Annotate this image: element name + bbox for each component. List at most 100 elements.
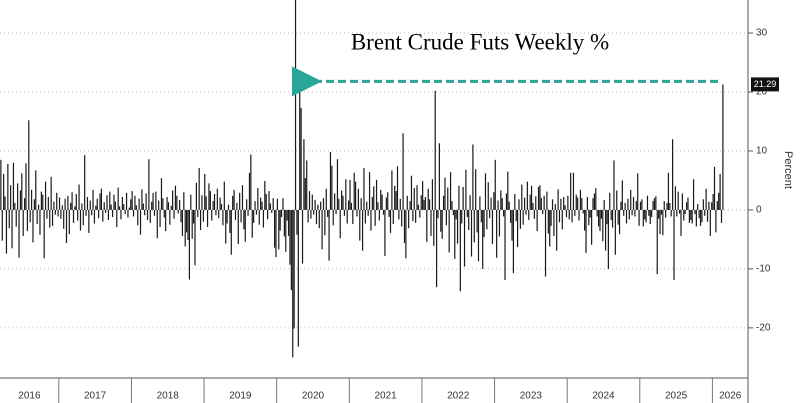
bar: [565, 209, 568, 218]
bar: [116, 209, 118, 228]
bar: [463, 209, 466, 267]
bar: [159, 209, 161, 228]
bar: [530, 185, 533, 210]
bar: [92, 189, 94, 210]
bar: [191, 209, 193, 239]
x-tick-label: 2017: [84, 391, 107, 402]
bar: [364, 209, 366, 224]
bar: [624, 202, 626, 210]
bar: [121, 196, 123, 210]
bar: [398, 209, 400, 220]
bar: [192, 209, 195, 224]
bar: [195, 182, 197, 210]
bar: [634, 209, 636, 217]
bar: [89, 200, 91, 210]
bar: [209, 191, 211, 210]
bar: [342, 195, 344, 210]
bar: [658, 209, 660, 219]
bar: [118, 206, 121, 210]
bar: [610, 209, 612, 220]
bar: [563, 196, 565, 210]
bar: [651, 209, 653, 218]
bar: [500, 190, 502, 210]
bar: [170, 205, 172, 210]
bar: [267, 209, 269, 220]
bar: [609, 192, 611, 210]
bar: [280, 209, 283, 218]
bar: [156, 209, 158, 239]
bar: [402, 133, 404, 210]
bar: [152, 192, 154, 210]
bar: [103, 202, 105, 210]
bar: [477, 209, 480, 262]
bar: [28, 120, 30, 210]
bar: [165, 209, 167, 232]
bar: [672, 139, 674, 210]
bar: [484, 173, 487, 210]
bar: [366, 201, 368, 210]
bar: [304, 178, 306, 210]
bar: [145, 193, 147, 210]
bar: [134, 195, 136, 210]
bar: [8, 209, 10, 229]
bar: [440, 209, 442, 232]
bar: [339, 209, 341, 239]
bar: [229, 209, 231, 233]
bar: [78, 184, 80, 210]
bar: [276, 198, 278, 210]
bar: [117, 187, 119, 210]
bar: [688, 209, 690, 223]
bar: [408, 209, 410, 229]
bar: [415, 209, 417, 223]
bar: [162, 198, 164, 210]
bar: [75, 194, 77, 210]
bar: [462, 186, 464, 210]
bar: [469, 195, 471, 210]
x-tick-label: 2025: [665, 391, 688, 402]
bar: [630, 189, 632, 210]
bar: [516, 209, 519, 248]
bar: [35, 170, 37, 210]
bar: [158, 200, 160, 210]
bar: [455, 209, 457, 220]
bar: [148, 159, 150, 210]
bar: [107, 209, 110, 220]
bar: [144, 209, 146, 216]
bar: [641, 199, 643, 210]
bar: [349, 179, 351, 210]
bar: [268, 191, 270, 210]
bar: [553, 209, 555, 236]
x-tick-label: 2018: [157, 391, 180, 402]
bar: [72, 209, 75, 223]
bar: [401, 209, 403, 227]
bar: [585, 209, 587, 253]
bar: [353, 172, 355, 210]
bar: [507, 171, 509, 210]
bar: [561, 209, 563, 230]
bar: [505, 193, 508, 210]
bar: [600, 209, 602, 219]
bar: [683, 209, 685, 221]
bar: [335, 209, 337, 215]
bar: [172, 190, 174, 210]
bar: [25, 163, 27, 210]
bar: [607, 209, 609, 269]
bar: [61, 205, 63, 210]
bar: [128, 207, 130, 210]
bar: [687, 197, 689, 210]
bar: [127, 209, 129, 218]
x-tick-label: 2020: [302, 391, 325, 402]
bar: [646, 195, 649, 210]
bar: [493, 192, 495, 210]
bar: [699, 209, 702, 226]
bar: [246, 199, 248, 210]
bar: [338, 198, 340, 210]
bar: [387, 192, 389, 210]
bar: [447, 187, 449, 210]
bar: [570, 172, 572, 210]
bar: [680, 209, 682, 236]
bar: [7, 163, 9, 210]
bar: [205, 196, 207, 210]
bar: [370, 209, 372, 231]
bar: [50, 176, 52, 210]
